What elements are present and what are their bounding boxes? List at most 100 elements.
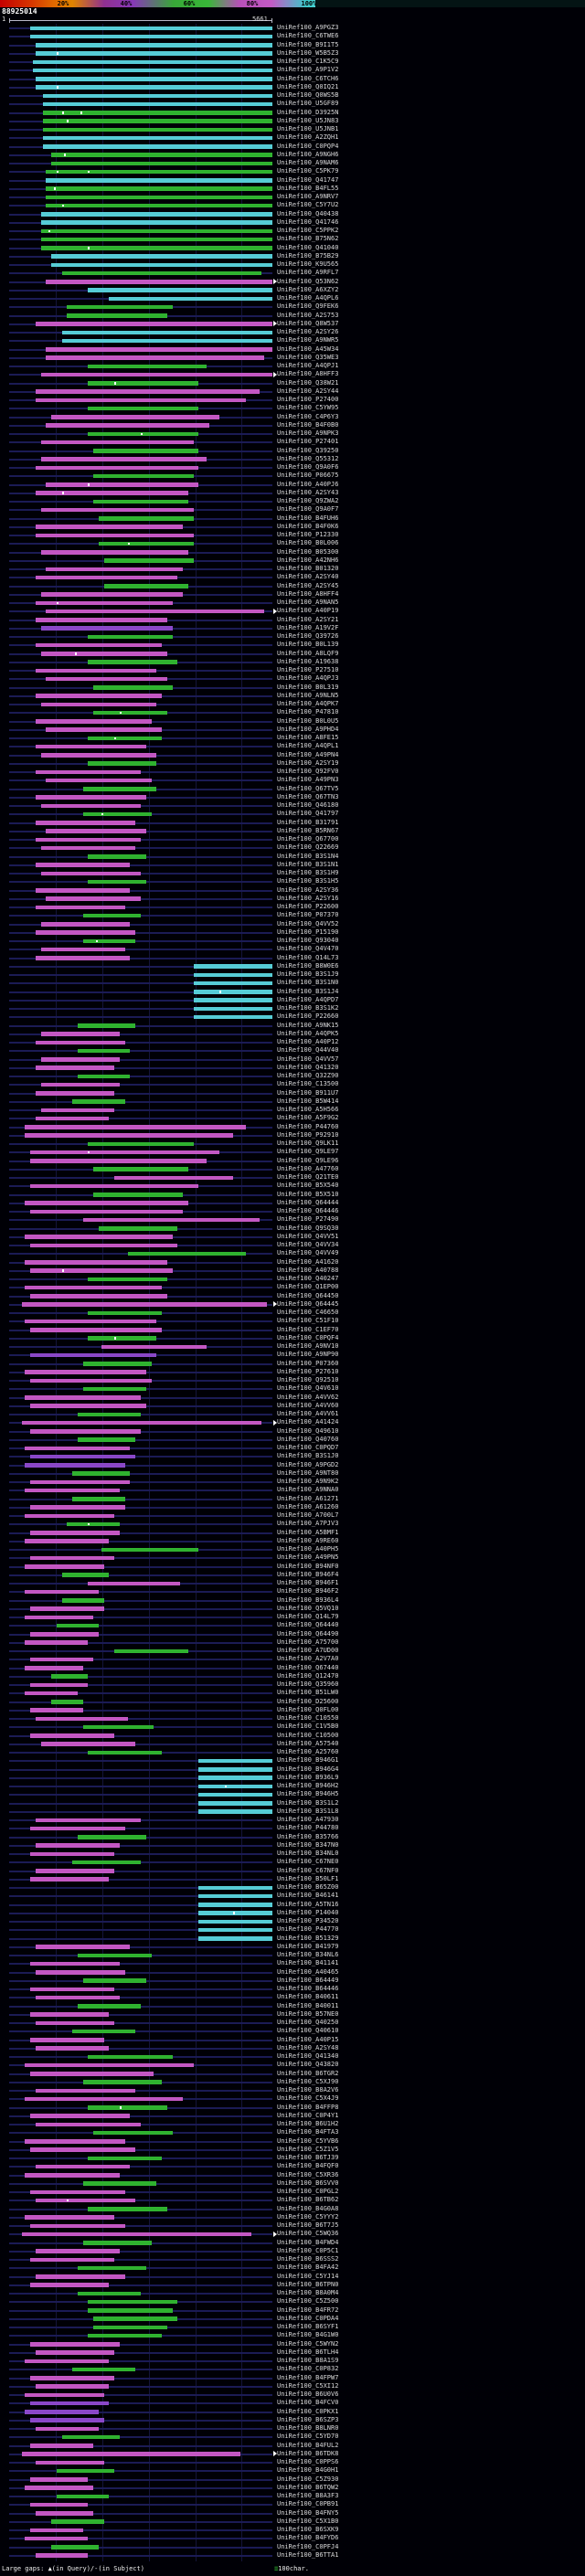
hit-label[interactable]: UniRef100_A19V2F (277, 623, 339, 631)
hit-label[interactable]: UniRef100_B64446 (277, 1985, 339, 1992)
hit-bar[interactable] (82, 1724, 154, 1730)
hit-bar[interactable] (40, 1032, 120, 1036)
hit-bar[interactable] (35, 85, 272, 90)
hit-bar[interactable] (88, 1581, 181, 1585)
hit-label[interactable]: UniRef100_P34520 (277, 1917, 339, 1924)
hit-bar[interactable] (198, 1903, 272, 1907)
hit-label[interactable]: UniRef100_B65Z00 (277, 1883, 339, 1891)
hit-label[interactable]: UniRef100_B75N62 (277, 235, 339, 243)
hit-label[interactable]: UniRef100_B3S1N1 (277, 860, 339, 868)
hit-label[interactable]: UniRef100_P27610 (277, 1367, 339, 1375)
hit-bar[interactable] (35, 2249, 120, 2253)
hit-label[interactable]: UniRef100_W5B5Z3 (277, 48, 339, 57)
hit-label[interactable]: UniRef100_Q67TN3 (277, 792, 339, 800)
hit-bar[interactable] (93, 499, 188, 504)
hit-label[interactable]: UniRef100_Q12470 (277, 1671, 339, 1680)
hit-bar[interactable] (198, 1784, 272, 1788)
hit-label[interactable]: UniRef100_A9NLN5 (277, 691, 339, 699)
hit-bar[interactable] (30, 1657, 94, 1662)
hit-bar[interactable] (98, 516, 194, 521)
hit-bar[interactable] (51, 153, 272, 157)
hit-bar[interactable] (35, 525, 184, 529)
hit-label[interactable]: UniRef100_C0PB91 (277, 2500, 339, 2508)
hit-label[interactable]: UniRef100_C5PK79 (277, 167, 339, 175)
hit-bar[interactable] (82, 1978, 146, 1983)
hit-label[interactable]: UniRef100_C5XI12 (277, 2381, 339, 2390)
hit-label[interactable]: UniRef100_U5GF89 (277, 100, 339, 108)
hit-label[interactable]: UniRef100_C10500 (277, 1731, 339, 1739)
hit-bar[interactable] (67, 313, 167, 318)
hit-label[interactable]: UniRef100_C5YVB6 (277, 2136, 339, 2145)
hit-label[interactable]: UniRef100_B75B29 (277, 251, 339, 260)
hit-label[interactable]: UniRef100_Q64450 (277, 1291, 339, 1299)
hit-label[interactable]: UniRef100_A4QPL1 (277, 742, 339, 750)
hit-bar[interactable] (51, 262, 272, 267)
hit-bar[interactable] (35, 668, 157, 673)
hit-label[interactable]: UniRef100_B4FA42 (277, 2263, 339, 2272)
hit-bar[interactable] (82, 787, 157, 791)
hit-bar[interactable] (35, 618, 167, 622)
hit-bar[interactable] (82, 2181, 157, 2186)
hit-bar[interactable] (30, 1505, 125, 1510)
hit-label[interactable]: UniRef100_Q4VV49 (277, 1249, 339, 1257)
hit-bar[interactable] (88, 1310, 163, 1315)
hit-bar[interactable] (193, 1014, 272, 1020)
hit-label[interactable]: UniRef100_A5BMF1 (277, 1528, 339, 1536)
hit-label[interactable]: UniRef100_A7UD00 (277, 1647, 339, 1654)
hit-label[interactable]: UniRef100_Q64440 (277, 1621, 339, 1629)
hit-label[interactable]: UniRef100_B0L0U5 (277, 716, 339, 725)
hit-bar[interactable] (46, 280, 272, 284)
hit-label[interactable]: UniRef100_A41424 (277, 1418, 339, 1426)
hit-label[interactable]: UniRef100_B46141 (277, 1892, 339, 1900)
hit-label[interactable]: UniRef100_A40P12 (277, 1038, 339, 1045)
hit-label[interactable]: UniRef100_P07360 (277, 1359, 339, 1367)
hit-bar[interactable] (82, 811, 152, 817)
hit-bar[interactable] (25, 1133, 233, 1138)
hit-label[interactable]: UniRef100_Q64446 (277, 1207, 339, 1214)
hit-label[interactable]: UniRef100_A8HFF4 (277, 589, 339, 598)
hit-label[interactable]: UniRef100_B3S1L8 (277, 1807, 339, 1815)
hit-label[interactable]: UniRef100_B347N0 (277, 1840, 339, 1849)
hit-label[interactable]: UniRef100_C0PKX1 (277, 2407, 339, 2415)
hit-label[interactable]: UniRef100_C5Z1V5 (277, 2145, 339, 2153)
hit-label[interactable]: UniRef100_B4FWD4 (277, 2238, 339, 2246)
hit-bar[interactable] (25, 2139, 125, 2144)
hit-label[interactable]: UniRef100_U5JNB1 (277, 125, 339, 133)
hit-label[interactable]: UniRef100_Q9LE96 (277, 1156, 339, 1164)
hit-label[interactable]: UniRef100_P44760 (277, 1122, 339, 1130)
hit-bar[interactable] (103, 584, 188, 588)
hit-label[interactable]: UniRef100_B4FUH6 (277, 514, 339, 522)
hit-bar[interactable] (22, 1302, 268, 1307)
hit-label[interactable]: UniRef100_C5XR36 (277, 2170, 339, 2178)
hit-label[interactable]: UniRef100_C6TWE6 (277, 32, 339, 40)
hit-bar[interactable] (40, 237, 272, 242)
hit-label[interactable]: UniRef100_B5X510 (277, 1190, 339, 1198)
hit-label[interactable]: UniRef100_Q41040 (277, 243, 339, 251)
hit-label[interactable]: UniRef100_A2SY45 (277, 581, 339, 589)
hit-bar[interactable] (61, 270, 262, 276)
hit-bar[interactable] (46, 203, 272, 208)
hit-label[interactable]: UniRef100_B936L4 (277, 1595, 339, 1604)
hit-label[interactable]: UniRef100_B6TQW2 (277, 2483, 339, 2491)
hit-label[interactable]: UniRef100_Q9A0F6 (277, 463, 339, 471)
hit-bar[interactable] (88, 406, 199, 411)
hit-bar[interactable] (88, 2156, 163, 2160)
hit-label[interactable]: UniRef100_B01320 (277, 565, 339, 572)
hit-bar[interactable] (25, 2096, 184, 2102)
hit-bar[interactable] (77, 1412, 141, 1416)
hit-label[interactable]: UniRef100_Q9SQ30 (277, 1224, 339, 1232)
hit-bar[interactable] (35, 2511, 94, 2516)
hit-bar[interactable] (77, 1953, 152, 1957)
hit-bar[interactable] (30, 1961, 120, 1966)
hit-bar[interactable] (35, 1945, 131, 1949)
hit-label[interactable]: UniRef100_A9NV10 (277, 1342, 339, 1350)
hit-bar[interactable] (46, 347, 272, 352)
hit-label[interactable]: UniRef100_B3S1H5 (277, 877, 339, 885)
hit-label[interactable]: UniRef100_B34NL0 (277, 1850, 339, 1857)
hit-label[interactable]: UniRef100_Q4VV52 (277, 919, 339, 928)
hit-bar[interactable] (198, 1919, 272, 1924)
hit-bar[interactable] (56, 2494, 110, 2498)
hit-label[interactable]: UniRef100_A9NPK3 (277, 429, 339, 437)
hit-bar[interactable] (127, 1251, 247, 1256)
hit-bar[interactable] (35, 322, 272, 326)
